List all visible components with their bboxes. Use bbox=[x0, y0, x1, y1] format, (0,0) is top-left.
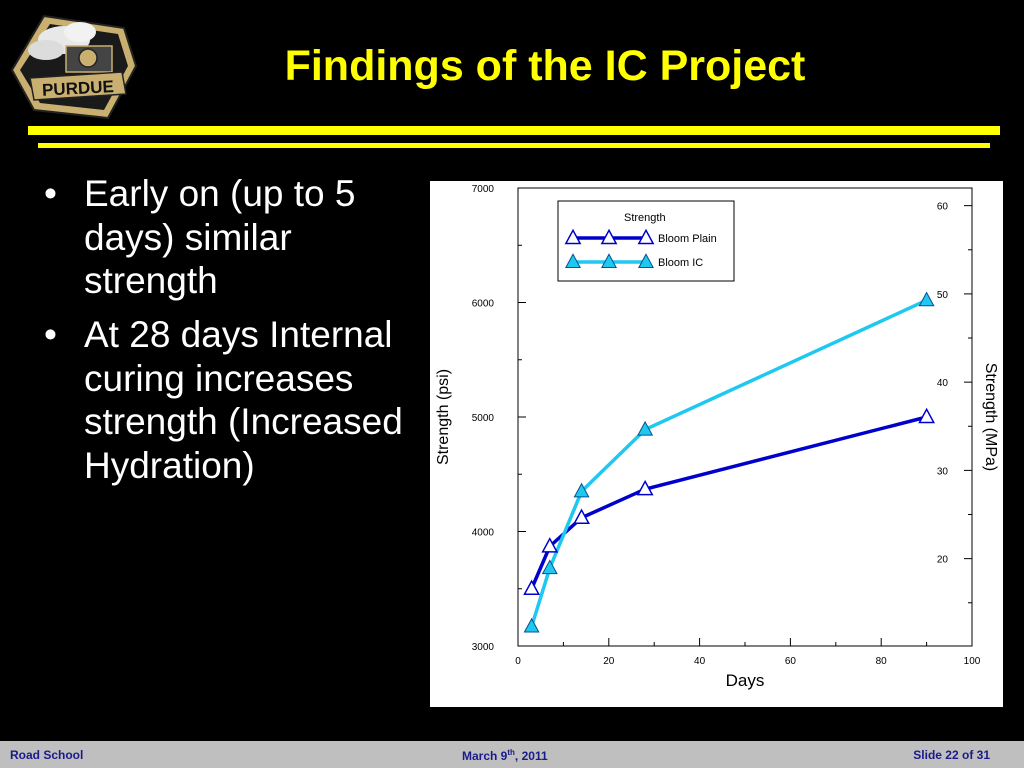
footer-left-text: Road School bbox=[10, 748, 84, 762]
y-tick-label: 5000 bbox=[472, 413, 495, 424]
legend-marker bbox=[565, 253, 581, 268]
bullet-text: At 28 days Internal curing increases str… bbox=[84, 313, 403, 486]
x-tick-label: 0 bbox=[515, 656, 521, 667]
x-tick-label: 60 bbox=[785, 656, 797, 667]
bullet-dot: • bbox=[44, 313, 57, 355]
data-point-bloom-plain bbox=[573, 508, 590, 525]
data-point-bloom-ic bbox=[918, 291, 935, 307]
y-tick-label: 7000 bbox=[472, 184, 495, 195]
bullet-dot: • bbox=[44, 173, 57, 214]
chart-svg: 0 20 40 60 80 100 3000 4000 5000 6000 7000 20 30 40 50… bbox=[435, 184, 999, 690]
data-point-bloom-ic bbox=[573, 482, 590, 498]
legend-marker bbox=[638, 253, 654, 268]
data-point-bloom-plain bbox=[918, 407, 936, 424]
y2-tick-label: 20 bbox=[937, 555, 949, 566]
x-axis-label: Days bbox=[726, 671, 765, 690]
legend-label: Bloom IC bbox=[658, 257, 703, 269]
title-rule-top bbox=[28, 126, 1000, 135]
bullet-item: • Early on (up to 5 days) similar streng… bbox=[44, 172, 424, 303]
logo-text: PURDUE bbox=[42, 77, 115, 100]
x-tick-label: 40 bbox=[694, 656, 706, 667]
bullet-text: Early on (up to 5 days) similar strength bbox=[84, 173, 356, 302]
y-tick-label: 4000 bbox=[472, 528, 495, 539]
data-point-bloom-plain bbox=[541, 537, 559, 553]
y2-tick-label: 60 bbox=[937, 202, 949, 213]
y2-tick-label: 50 bbox=[937, 290, 949, 301]
bullet-item: • At 28 days Internal curing increases s… bbox=[44, 313, 424, 488]
footer-slide-number: Slide 22 of 31 bbox=[913, 748, 990, 762]
y-tick-label: 3000 bbox=[472, 642, 495, 653]
legend-label: Bloom Plain bbox=[658, 233, 717, 245]
data-point-bloom-plain bbox=[636, 479, 654, 496]
y2-tick-label: 30 bbox=[937, 466, 949, 477]
legend-marker bbox=[601, 253, 617, 268]
x-tick-label: 100 bbox=[964, 656, 981, 667]
footer-date-sup: th bbox=[507, 748, 515, 757]
series-line-bloom-ic bbox=[529, 298, 928, 628]
y2-axis-label: Strength (MPa) bbox=[982, 363, 999, 471]
legend-marker bbox=[564, 228, 582, 245]
footer-date-prefix: March 9 bbox=[462, 749, 508, 763]
y2-tick-label: 40 bbox=[937, 378, 949, 389]
y-axis-label: Strength (psi) bbox=[435, 369, 452, 465]
legend-marker bbox=[600, 228, 618, 245]
footer-date: March 9th, 2011 bbox=[462, 748, 548, 763]
legend-title: Strength bbox=[624, 212, 666, 224]
x-tick-label: 80 bbox=[876, 656, 888, 667]
slide-title: Findings of the IC Project bbox=[284, 42, 806, 90]
y-tick-label: 6000 bbox=[472, 299, 495, 310]
bullet-list: • Early on (up to 5 days) similar streng… bbox=[44, 172, 424, 498]
data-point-bloom-plain bbox=[523, 579, 541, 595]
data-point-bloom-ic bbox=[541, 559, 558, 575]
purdue-logo: PURDUE bbox=[4, 6, 144, 124]
data-point-bloom-ic bbox=[523, 617, 540, 633]
footer-date-suffix: , 2011 bbox=[514, 749, 548, 763]
strength-chart: 0 20 40 60 80 100 3000 4000 5000 6000 7000 20 30 40 50… bbox=[430, 181, 1003, 707]
data-point-bloom-ic bbox=[637, 420, 654, 436]
series-line-bloom-plain bbox=[530, 415, 928, 590]
footer-bar: Road School March 9th, 2011 Slide 22 of … bbox=[0, 741, 1024, 768]
legend-marker bbox=[637, 228, 655, 245]
title-rule-bottom bbox=[38, 143, 990, 148]
x-tick-label: 20 bbox=[603, 656, 615, 667]
